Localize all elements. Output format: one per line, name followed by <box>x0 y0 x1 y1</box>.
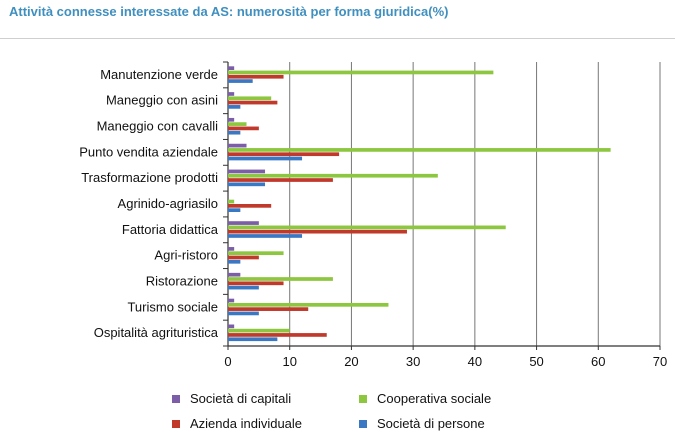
bar <box>228 234 303 238</box>
y-tick-label: Manutenzione verde <box>100 67 218 82</box>
y-tick-label: Maneggio con cavalli <box>97 119 219 134</box>
bar <box>228 277 333 281</box>
y-tick-label: Ristorazione <box>146 273 218 288</box>
bar <box>228 204 272 208</box>
bar <box>228 229 407 234</box>
bar <box>228 117 235 122</box>
x-tick-label: 50 <box>529 354 543 369</box>
x-tick-label: 0 <box>224 354 231 369</box>
bar <box>228 255 259 260</box>
bar <box>228 247 235 251</box>
bar <box>228 302 389 307</box>
bar <box>228 148 611 152</box>
bar <box>228 199 235 204</box>
bar <box>228 251 284 256</box>
bar <box>228 126 259 131</box>
bar <box>228 225 506 230</box>
bar <box>228 92 235 96</box>
bar <box>228 272 241 277</box>
bar <box>228 70 494 75</box>
bar <box>228 259 241 264</box>
title-divider <box>0 38 675 39</box>
x-tick-label: 60 <box>591 354 605 369</box>
bar <box>228 333 327 337</box>
bar <box>228 66 235 71</box>
x-tick-label: 70 <box>653 354 667 369</box>
y-tick-label: Agri-ristoro <box>154 248 218 263</box>
y-tick-label: Trasformazione prodotti <box>81 170 218 185</box>
bar <box>228 96 272 101</box>
bar <box>228 156 303 161</box>
bar <box>228 100 278 105</box>
x-tick-label: 40 <box>468 354 482 369</box>
bar <box>228 178 333 182</box>
bar <box>228 74 284 79</box>
bar <box>228 298 235 303</box>
bar <box>228 182 266 187</box>
x-tick-label: 20 <box>344 354 358 369</box>
bar <box>228 122 247 126</box>
bar <box>228 130 241 135</box>
bar <box>228 307 309 311</box>
bar <box>228 221 259 225</box>
bar <box>228 281 284 286</box>
bar <box>228 337 278 342</box>
bar <box>228 143 247 148</box>
bar <box>228 152 340 157</box>
y-tick-label: Turismo sociale <box>127 299 218 314</box>
y-tick-label: Agrinido-agriasilo <box>118 196 218 211</box>
y-tick-label: Fattoria didattica <box>122 222 219 237</box>
y-tick-label: Maneggio con asini <box>106 93 218 108</box>
bar <box>228 169 266 174</box>
y-tick-label: Punto vendita aziendale <box>79 144 218 159</box>
bar <box>228 79 253 83</box>
bar <box>228 285 259 290</box>
bar <box>228 324 235 329</box>
chart-title: Attività connesse interessate da AS: num… <box>9 4 449 19</box>
bar <box>228 105 241 109</box>
bar <box>228 328 290 333</box>
bar <box>228 173 438 178</box>
x-tick-label: 10 <box>282 354 296 369</box>
bar <box>228 208 241 212</box>
x-tick-label: 30 <box>406 354 420 369</box>
bar <box>228 311 259 316</box>
y-tick-label: Ospitalità agrituristica <box>94 325 219 340</box>
